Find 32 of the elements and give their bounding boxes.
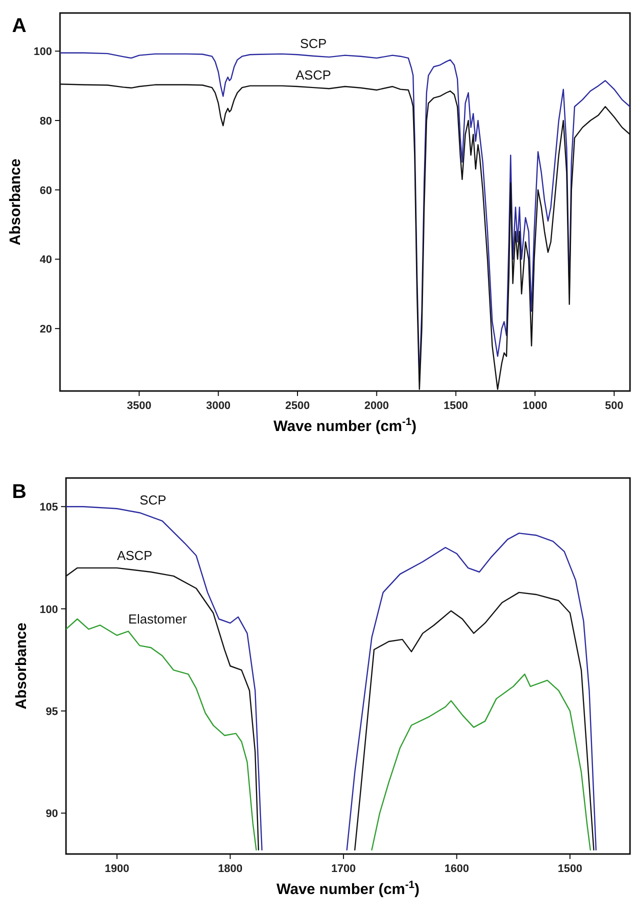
chart-title: B xyxy=(12,481,26,503)
y-axis-title: Absorbance xyxy=(7,158,24,246)
x-tick-label: 1500 xyxy=(444,400,468,412)
y-tick-label: 95 xyxy=(46,706,58,718)
x-tick-label: 3000 xyxy=(206,400,231,412)
y-tick-label: 100 xyxy=(40,604,58,616)
x-axis-title: Wave number (cm$^{-1}$) xyxy=(276,879,420,898)
x-tick-label: 1000 xyxy=(522,400,548,412)
x-tick-label: 2000 xyxy=(364,400,389,412)
y-tick-label: 80 xyxy=(40,116,52,128)
x-tick-label: 1700 xyxy=(331,863,356,875)
series-label: Elastomer xyxy=(128,611,188,626)
y-axis-title: Absorbance xyxy=(13,622,30,710)
series-label: SCP xyxy=(140,492,166,508)
x-tick-label: 3500 xyxy=(126,400,152,412)
x-tick-label: 500 xyxy=(604,400,624,412)
x-tick-label: 1800 xyxy=(218,863,242,875)
series-label: SCP xyxy=(300,36,327,51)
y-tick-label: 105 xyxy=(40,502,58,514)
x-tick-label: 1900 xyxy=(104,863,130,875)
chart-title: A xyxy=(12,15,26,37)
x-tick-label: 2500 xyxy=(285,400,310,412)
y-tick-label: 100 xyxy=(34,46,52,58)
x-tick-label: 1500 xyxy=(558,863,582,875)
y-tick-label: 40 xyxy=(40,254,52,266)
series-label: ASCP xyxy=(116,548,152,563)
y-tick-label: 60 xyxy=(40,184,52,197)
x-axis-title: Wave number (cm$^{-1}$) xyxy=(274,416,416,435)
series-label: ASCP xyxy=(296,68,332,83)
y-tick-label: 90 xyxy=(46,808,58,820)
x-tick-label: 1600 xyxy=(444,863,469,875)
y-tick-label: 20 xyxy=(40,324,52,336)
